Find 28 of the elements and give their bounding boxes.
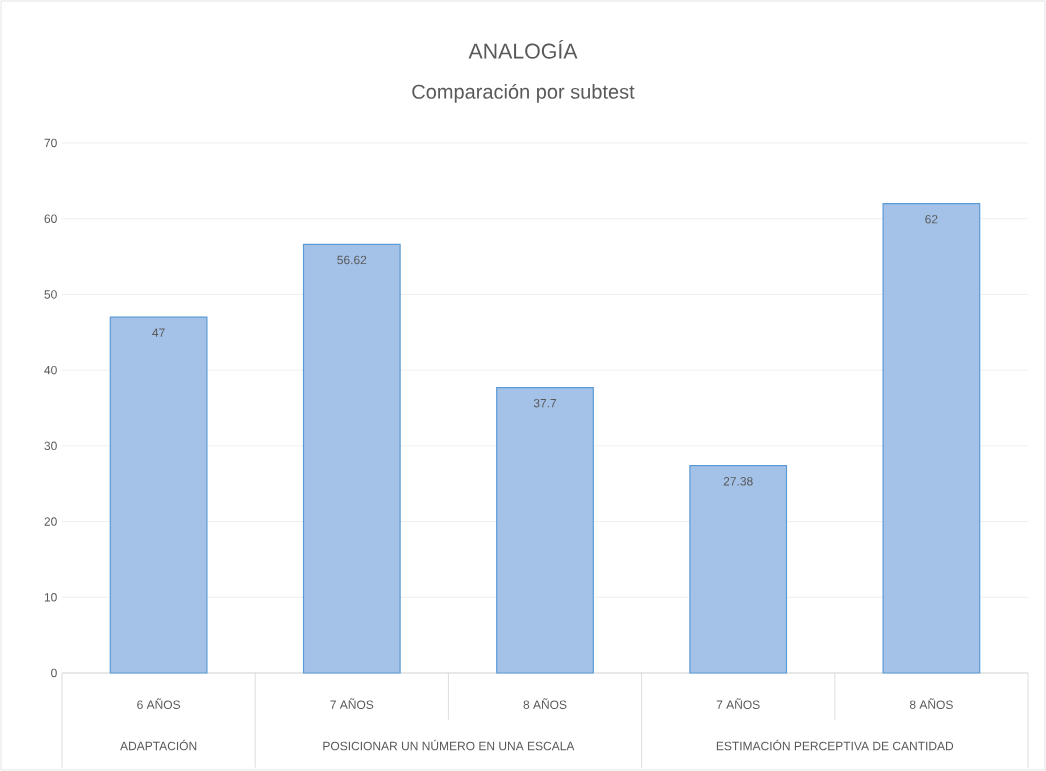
x-tick-label: 8 AÑOS [909,698,953,709]
data-label: 47 [152,328,165,337]
x-tick-label: 7 AÑOS [716,698,760,709]
y-tick-label: 0 [51,668,57,678]
y-tick-label: 10 [44,593,57,602]
y-tick-label: 30 [44,441,57,451]
x-tick-label: 8 AÑOS [523,698,567,709]
y-tick-label: 70 [44,138,57,148]
data-label: 56.62 [337,255,367,265]
text: ESTIMACIÓN PERCEPTIVA DE CANTIDAD [716,739,954,751]
data-label: 62 [925,214,938,224]
bar [109,316,208,674]
y-tick-label: 20 [44,517,57,526]
bar [689,465,788,674]
y-tick-label: 40 [44,365,57,375]
y-tick-label: 50 [44,290,57,299]
text: ADAPTACIÓN [120,739,197,751]
x-tick-label: 6 AÑOS [137,698,181,709]
bar [882,202,981,674]
y-tick-label: 60 [44,214,57,223]
x-tick-label: 7 AÑOS [330,698,374,709]
data-label: 27.38 [723,477,753,486]
bar [302,243,401,674]
data-label: 37.7 [533,398,557,408]
chart-title: ANALOGÍA [468,39,578,59]
chart-subtitle: Comparación por subtest [412,83,635,103]
text: POSICIONAR UN NÚMERO EN UNA ESCALA [323,739,575,751]
bar [496,386,594,674]
